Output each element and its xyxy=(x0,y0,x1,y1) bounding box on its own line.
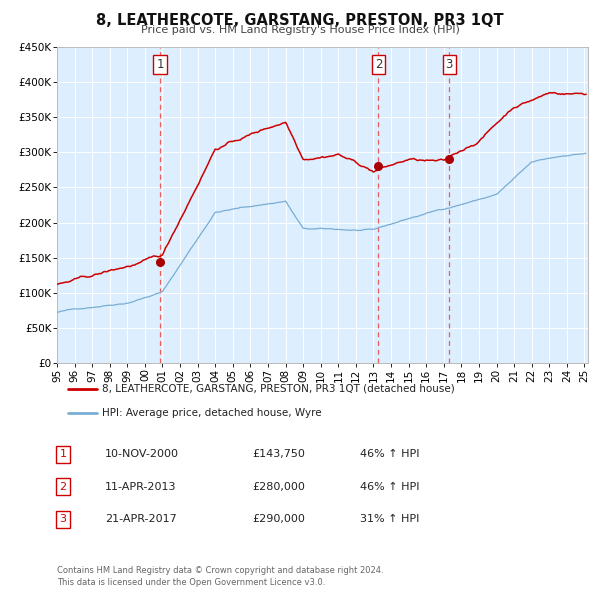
Text: HPI: Average price, detached house, Wyre: HPI: Average price, detached house, Wyre xyxy=(102,408,322,418)
Text: £143,750: £143,750 xyxy=(252,450,305,459)
Text: 3: 3 xyxy=(446,58,453,71)
Text: 21-APR-2017: 21-APR-2017 xyxy=(105,514,177,524)
Text: £280,000: £280,000 xyxy=(252,482,305,491)
Text: 1: 1 xyxy=(156,58,164,71)
Text: 8, LEATHERCOTE, GARSTANG, PRESTON, PR3 1QT (detached house): 8, LEATHERCOTE, GARSTANG, PRESTON, PR3 1… xyxy=(102,384,455,394)
Text: 2: 2 xyxy=(59,482,67,491)
Text: 46% ↑ HPI: 46% ↑ HPI xyxy=(360,450,419,459)
Text: 1: 1 xyxy=(59,450,67,459)
Text: 46% ↑ HPI: 46% ↑ HPI xyxy=(360,482,419,491)
Text: 31% ↑ HPI: 31% ↑ HPI xyxy=(360,514,419,524)
Text: £290,000: £290,000 xyxy=(252,514,305,524)
Text: Price paid vs. HM Land Registry's House Price Index (HPI): Price paid vs. HM Land Registry's House … xyxy=(140,25,460,35)
Text: 3: 3 xyxy=(59,514,67,524)
Text: 2: 2 xyxy=(374,58,382,71)
Text: 10-NOV-2000: 10-NOV-2000 xyxy=(105,450,179,459)
Text: 11-APR-2013: 11-APR-2013 xyxy=(105,482,176,491)
Text: Contains HM Land Registry data © Crown copyright and database right 2024.
This d: Contains HM Land Registry data © Crown c… xyxy=(57,566,383,587)
Text: 8, LEATHERCOTE, GARSTANG, PRESTON, PR3 1QT: 8, LEATHERCOTE, GARSTANG, PRESTON, PR3 1… xyxy=(96,13,504,28)
